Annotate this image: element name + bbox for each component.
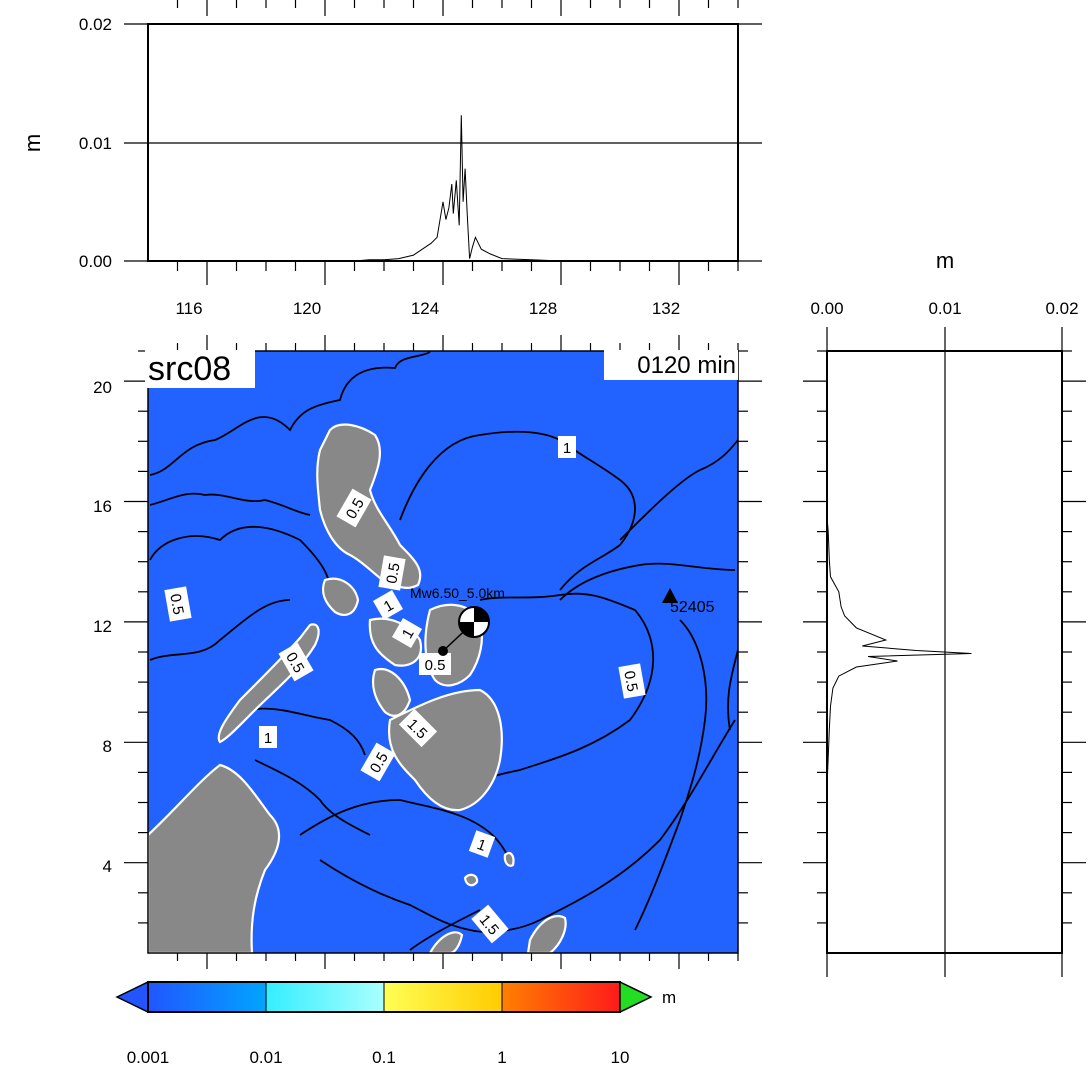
colorbar-label-1: 0.01	[249, 1048, 282, 1067]
map-ytick-16: 16	[93, 497, 112, 516]
contour-label: 1	[563, 440, 571, 457]
contour-line	[469, 592, 655, 786]
colorbar-label-0: 0.001	[127, 1048, 170, 1067]
epicenter-marker: Mw6.50_5.0km	[410, 585, 505, 656]
contour-line	[559, 562, 736, 601]
colorbar: m 0.001 0.01 0.1 1 10	[115, 980, 676, 1067]
sulawesi-tip	[428, 931, 464, 953]
right-profile-panel: 0.00 0.01 0.02 m	[803, 248, 1086, 977]
map-ytick-12: 12	[93, 617, 112, 636]
contour-label: 0.5	[620, 670, 640, 693]
luzon	[316, 423, 422, 589]
contour-label: 0.5	[166, 593, 186, 616]
halmahera	[526, 914, 567, 953]
contour-label: 0.5	[383, 562, 403, 585]
right-xtick-2: 0.02	[1045, 299, 1078, 318]
top-ylabel: m	[20, 134, 45, 152]
contour-line	[319, 719, 736, 933]
top-amplitude-profile	[162, 115, 738, 262]
colorbar-over-triangle	[619, 980, 653, 1014]
contour-line	[254, 759, 371, 836]
right-amplitude-profile	[826, 351, 972, 953]
top-ytick-2: 0.00	[79, 252, 112, 271]
epicenter-dot	[438, 646, 448, 656]
contour-line	[299, 799, 511, 861]
small-island	[463, 873, 479, 887]
map-panel: 1 0.5 0.5 0.5 0.5 0.5 0.5 1 1 1 1.5 1 0.…	[93, 335, 762, 969]
contours	[149, 351, 738, 951]
contour-line	[634, 619, 708, 931]
top-xtick-120: 120	[293, 299, 321, 318]
contour-line	[409, 909, 481, 951]
contour-line	[619, 439, 738, 541]
top-xtick-132: 132	[652, 299, 680, 318]
colorbar-label-4: 10	[611, 1048, 630, 1067]
colorbar-segment	[266, 982, 384, 1012]
triangle-icon	[662, 588, 678, 603]
colorbar-segment	[502, 982, 620, 1012]
contour-line	[149, 492, 311, 516]
time-label: 0120 min	[637, 352, 736, 379]
source-label-box	[145, 350, 255, 388]
map-ytick-4: 4	[103, 857, 112, 876]
right-xtick-1: 0.01	[928, 299, 961, 318]
colorbar-label-3: 1	[497, 1048, 506, 1067]
top-x-ticks	[176, 0, 739, 285]
contour-label: 0.5	[425, 657, 446, 674]
map-ytick-20: 20	[93, 378, 112, 397]
colorbar-segments	[148, 982, 620, 1012]
top-ytick-0: 0.02	[79, 15, 112, 34]
station-label: 52405	[670, 599, 715, 616]
contour-line	[149, 525, 331, 591]
contour-line	[149, 599, 291, 661]
contour-labels: 1 0.5 0.5 0.5 0.5 0.5 0.5 1 1 1 1.5 1 0.…	[164, 436, 646, 944]
time-label-box	[604, 350, 738, 380]
top-xtick-128: 128	[529, 299, 557, 318]
borneo	[148, 763, 281, 953]
right-y-ticks	[803, 350, 1086, 924]
contour-line	[399, 430, 636, 591]
colorbar-unit: m	[662, 988, 676, 1007]
colorbar-under-triangle	[115, 980, 149, 1014]
contour-line	[149, 351, 431, 476]
contour-label: 1	[264, 730, 272, 747]
colorbar-segment	[384, 982, 502, 1012]
source-label: src08	[148, 350, 231, 388]
epicenter-label: Mw6.50_5.0km	[410, 585, 505, 601]
top-xtick-124: 124	[411, 299, 439, 318]
top-profile-panel: 0.02 0.01 0.00 m 116 120 124 128 132	[20, 0, 762, 318]
colorbar-label-2: 0.1	[372, 1048, 396, 1067]
beachball-icon	[458, 606, 490, 638]
station-marker: 52405	[662, 588, 715, 616]
colorbar-segment	[148, 982, 266, 1012]
contour-line	[727, 649, 738, 731]
right-xlabel: m	[936, 248, 954, 273]
map-content: 1 0.5 0.5 0.5 0.5 0.5 0.5 1 1 1 1.5 1 0.…	[148, 351, 738, 953]
contour-line	[249, 707, 366, 756]
mindoro	[321, 577, 360, 616]
right-xtick-0: 0.00	[810, 299, 843, 318]
top-xtick-116: 116	[175, 299, 202, 318]
map-ytick-8: 8	[103, 737, 112, 756]
small-island	[503, 851, 515, 867]
top-ytick-1: 0.01	[79, 134, 112, 153]
map-ticks	[124, 335, 762, 969]
